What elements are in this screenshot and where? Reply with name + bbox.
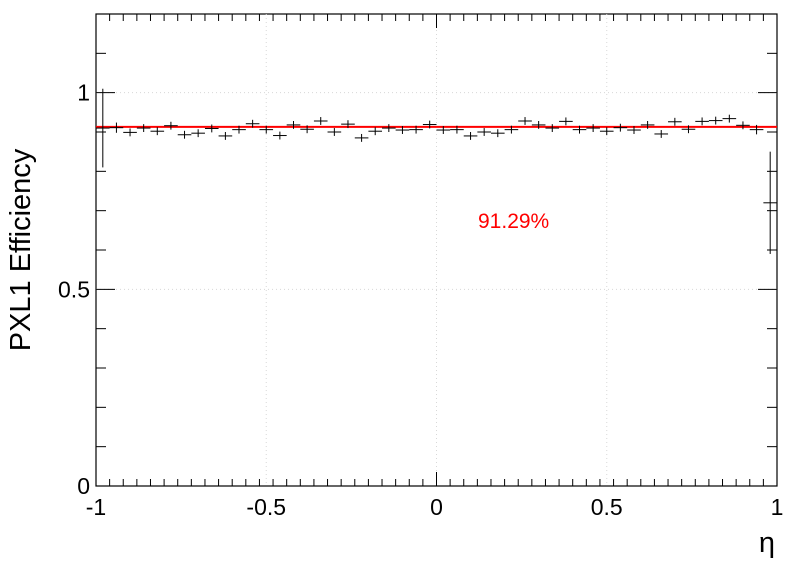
data-point-19: [354, 133, 369, 142]
data-point-15: [300, 125, 314, 134]
x-tick-label: 0.5: [591, 494, 623, 520]
data-point-11: [245, 119, 260, 128]
x-tick-label: -1: [86, 494, 106, 520]
x-tick-label: 0: [430, 494, 443, 520]
data-point-12: [259, 125, 274, 134]
data-point-1: [109, 122, 124, 133]
data-point-29: [490, 129, 505, 138]
data-point-36: [586, 124, 600, 132]
data-point-40: [640, 120, 655, 129]
data-point-31: [518, 117, 532, 125]
y-tick-label: 1: [77, 80, 90, 106]
data-point-46: [722, 114, 737, 123]
data-point-38: [613, 123, 628, 132]
data-point-10: [232, 125, 246, 134]
data-point-39: [627, 126, 641, 134]
data-point-48: [749, 124, 764, 135]
y-tick-label: 0.5: [58, 276, 90, 302]
data-point-41: [654, 130, 669, 138]
data-point-25: [436, 126, 451, 134]
data-point-44: [695, 117, 709, 126]
data-point-8: [204, 124, 219, 133]
data-point-18: [341, 120, 355, 129]
data-point-7: [191, 129, 205, 138]
fit-annotation: 91.29%: [478, 210, 549, 233]
data-point-30: [504, 125, 519, 134]
data-point-16: [313, 117, 328, 125]
data-point-24: [422, 120, 437, 129]
data-point-6: [177, 130, 192, 139]
x-tick-label: 1: [771, 494, 784, 520]
data-point-23: [409, 125, 423, 134]
data-point-43: [681, 125, 696, 134]
data-point-32: [531, 120, 546, 129]
x-tick-label: -0.5: [246, 494, 286, 520]
y-tick-label: 0: [77, 473, 90, 499]
data-point-5: [164, 121, 178, 130]
x-axis-label: η: [759, 527, 775, 559]
data-point-45: [708, 116, 723, 125]
tick-labels: -1 -0.5 0 0.5 1 0 0.5 1: [58, 80, 783, 520]
data-point-28: [477, 128, 491, 136]
data-point-20: [368, 127, 383, 136]
data-point-22: [395, 126, 410, 134]
data-point-4: [150, 127, 165, 136]
y-axis-label: PXL1 Efficiency: [5, 148, 37, 351]
data-point-47: [736, 121, 750, 130]
data-points: [96, 88, 777, 254]
data-point-3: [136, 124, 151, 132]
data-point-42: [668, 117, 682, 126]
data-point-9: [218, 132, 233, 140]
data-point-14: [286, 120, 301, 129]
data-point-33: [545, 124, 560, 132]
data-point-2: [123, 128, 137, 137]
grid-lines: [96, 14, 777, 486]
data-point-21: [382, 124, 396, 132]
data-point-49: [763, 151, 777, 254]
data-point-35: [572, 125, 587, 134]
data-point-0: [96, 88, 110, 168]
data-point-13: [273, 131, 287, 140]
data-point-27: [463, 132, 478, 140]
data-point-26: [450, 125, 464, 134]
data-point-17: [327, 128, 342, 136]
data-point-37: [599, 127, 614, 136]
minor-ticks: [95, 13, 778, 487]
data-point-34: [559, 117, 573, 126]
